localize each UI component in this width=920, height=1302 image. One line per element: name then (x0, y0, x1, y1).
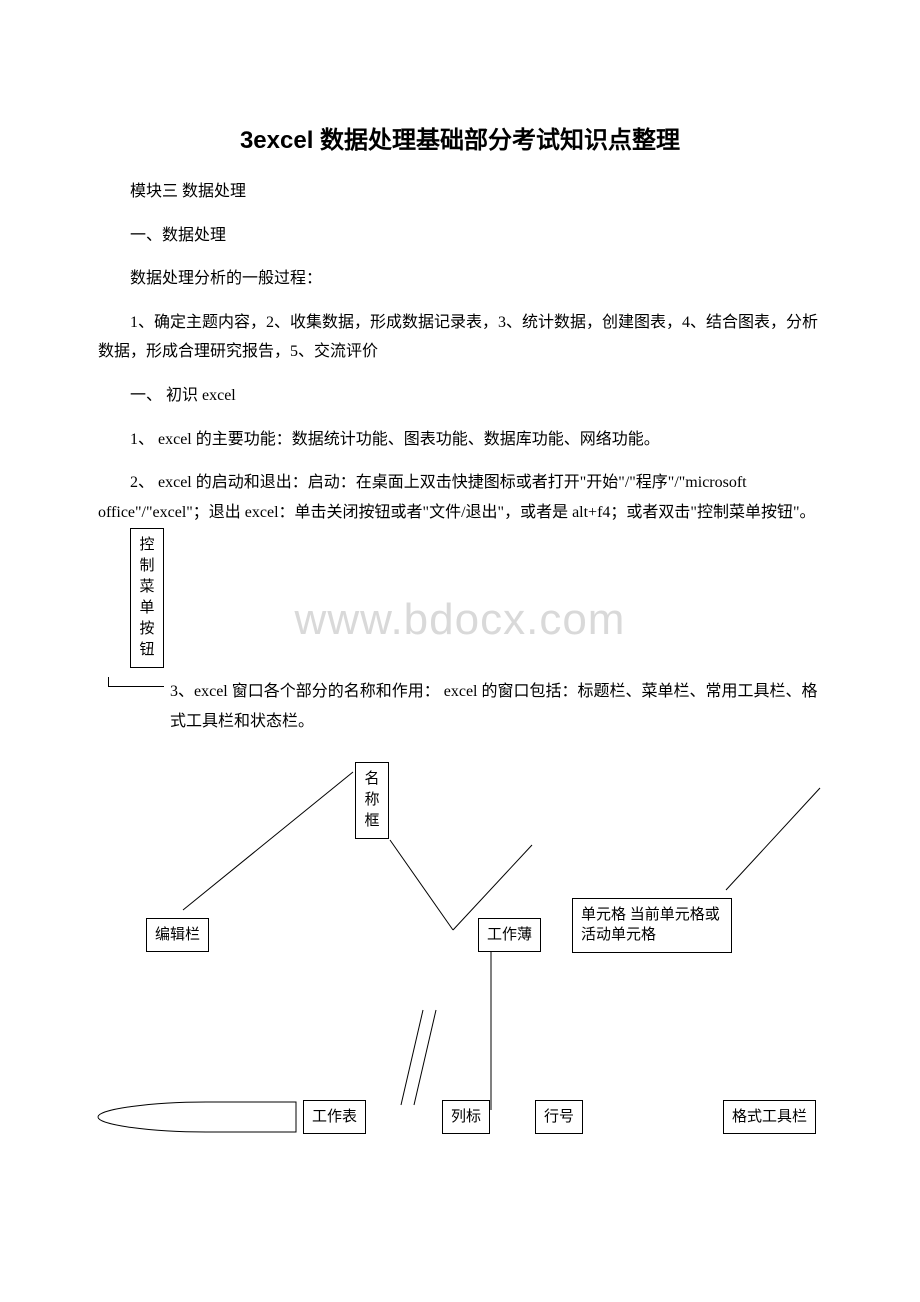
workbook-label: 工作薄 (478, 918, 541, 952)
namebox-label: 名称框 (355, 762, 389, 839)
para-features: 1、 excel 的主要功能：数据统计功能、图表功能、数据库功能、网络功能。 (98, 425, 822, 455)
para-process: 数据处理分析的一般过程： (98, 264, 822, 294)
left-ellipse-shape (92, 1100, 300, 1134)
para-window-parts: 3、excel 窗口各个部分的名称和作用： excel 的窗口包括：标题栏、菜单… (98, 677, 822, 736)
control-menu-bracket (108, 677, 164, 687)
para-section1: 一、数据处理 (98, 221, 822, 251)
para-module: 模块三 数据处理 (98, 177, 822, 207)
cell-label: 单元格 当前单元格或活动单元格 (572, 898, 732, 953)
control-menu-button-box: 控制菜单按钮 (130, 528, 164, 668)
editbar-label: 编辑栏 (146, 918, 209, 952)
para-intro: 一、 初识 excel (98, 381, 822, 411)
para-steps: 1、确定主题内容，2、收集数据，形成数据记录表，3、统计数据，创建图表，4、结合… (98, 308, 822, 367)
document-content: 3excel 数据处理基础部分考试知识点整理 模块三 数据处理 一、数据处理 数… (98, 120, 822, 737)
worksheet-label: 工作表 (303, 1100, 366, 1134)
column-header-label: 列标 (442, 1100, 490, 1134)
row-number-label: 行号 (535, 1100, 583, 1134)
format-toolbar-label: 格式工具栏 (723, 1100, 816, 1134)
para-launch-quit: 2、 excel 的启动和退出：启动：在桌面上双击快捷图标或者打开"开始"/"程… (98, 468, 822, 527)
document-title: 3excel 数据处理基础部分考试知识点整理 (98, 120, 822, 155)
